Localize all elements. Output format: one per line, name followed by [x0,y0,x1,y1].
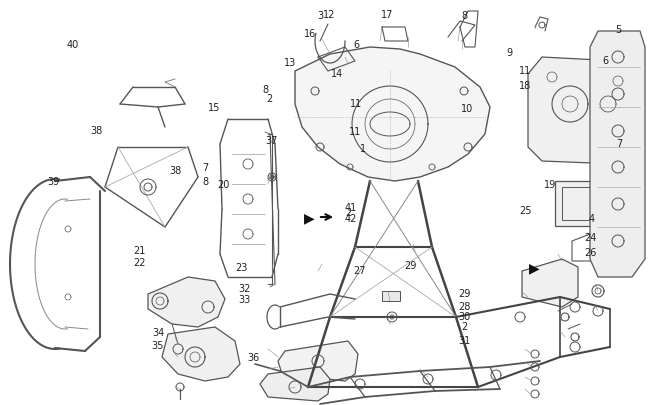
Text: 10: 10 [461,104,473,113]
Text: 32: 32 [238,284,251,293]
Polygon shape [522,259,578,307]
Text: 5: 5 [616,26,622,35]
Text: 8: 8 [202,177,209,186]
Text: 7: 7 [202,163,209,173]
Polygon shape [278,341,358,381]
Text: 12: 12 [322,11,335,20]
Text: 41: 41 [344,202,356,212]
Text: 28: 28 [458,301,471,311]
Text: 40: 40 [67,40,79,49]
Polygon shape [148,277,225,327]
Text: 20: 20 [216,179,229,189]
Text: 29: 29 [458,289,471,298]
Bar [555,181,617,226]
Text: 38: 38 [170,166,181,176]
Text: 4: 4 [588,214,595,224]
Text: 19: 19 [544,179,556,189]
Polygon shape [295,48,490,181]
Polygon shape [528,58,632,164]
Text: 27: 27 [353,266,366,275]
Text: 39: 39 [47,177,59,186]
Text: 42: 42 [344,214,357,224]
Text: 15: 15 [207,102,220,112]
Text: 2: 2 [266,94,273,104]
Text: 21: 21 [133,245,146,255]
Text: 11: 11 [349,127,361,136]
Bar [382,291,400,301]
Text: 11: 11 [519,66,531,76]
Text: 14: 14 [331,69,343,79]
Text: 35: 35 [151,340,164,350]
Bar [562,188,610,220]
Text: 3: 3 [317,11,324,21]
Polygon shape [590,32,645,277]
Text: 11: 11 [350,98,362,108]
Text: 24: 24 [584,232,597,242]
Text: 33: 33 [239,294,250,304]
Text: 6: 6 [353,40,359,49]
Text: 26: 26 [584,247,597,257]
Text: 8: 8 [262,85,268,95]
Text: ▶: ▶ [304,211,315,224]
Text: 18: 18 [519,81,531,91]
Text: 2: 2 [345,208,352,217]
Text: 2: 2 [461,321,467,331]
Polygon shape [260,367,330,401]
Text: 34: 34 [152,327,164,337]
Text: 1: 1 [359,144,366,154]
Text: 23: 23 [235,262,248,272]
Text: 30: 30 [458,311,470,321]
Text: 17: 17 [380,11,393,20]
Text: 25: 25 [519,206,532,215]
Text: 8: 8 [461,11,467,21]
Text: 16: 16 [304,29,316,38]
Text: 22: 22 [133,258,146,267]
Text: 7: 7 [616,139,623,149]
Text: 38: 38 [90,126,102,135]
Text: 6: 6 [603,56,609,66]
Text: 29: 29 [404,260,417,270]
Text: 13: 13 [285,58,296,68]
Polygon shape [162,327,240,381]
Text: ▶: ▶ [529,260,540,274]
Text: 31: 31 [458,335,470,345]
Text: 37: 37 [265,136,278,146]
Text: 36: 36 [248,352,259,362]
Text: 9: 9 [506,48,512,58]
